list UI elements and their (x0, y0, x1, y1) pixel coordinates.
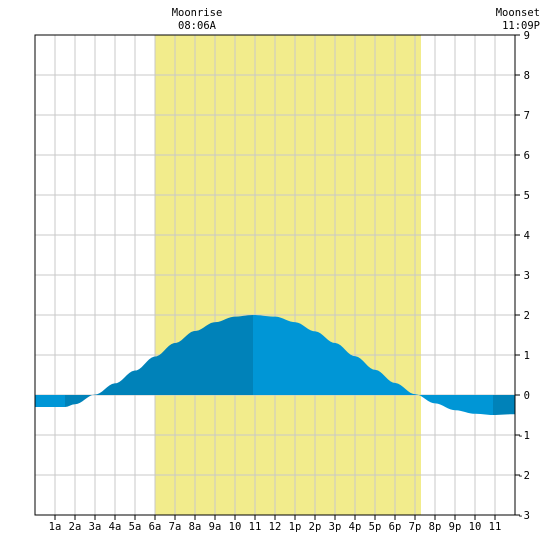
tide-area-falling (35, 395, 65, 407)
x-tick-label: 2p (309, 521, 322, 533)
x-tick-label: 7p (409, 521, 422, 533)
x-tick-label: 2a (69, 521, 82, 533)
y-tick-label: 9 (524, 30, 530, 42)
x-tick-label: 11 (249, 521, 262, 533)
x-tick-label: 6a (149, 521, 162, 533)
x-tick-label: 1p (289, 521, 302, 533)
y-tick-label: 5 (524, 190, 530, 202)
x-tick-label: 4a (109, 521, 122, 533)
x-tick-label: 12 (269, 521, 282, 533)
tide-area-rising (65, 315, 253, 407)
moonset-label: Moonset (496, 7, 540, 19)
x-tick-label: 8a (189, 521, 202, 533)
x-tick-label: 3p (329, 521, 342, 533)
x-tick-label: 5a (129, 521, 142, 533)
y-tick-label: 1 (524, 350, 530, 362)
y-tick-label: 8 (524, 70, 530, 82)
y-tick-label: -2 (517, 470, 530, 482)
moonrise-time: 08:06A (178, 20, 217, 32)
x-tick-label: 5p (369, 521, 382, 533)
x-tick-label: 9a (209, 521, 222, 533)
x-tick-label: 6p (389, 521, 402, 533)
x-tick-label: 11 (489, 521, 502, 533)
moonset-time: 11:09P (502, 20, 540, 32)
y-tick-label: 7 (524, 110, 530, 122)
x-tick-label: 8p (429, 521, 442, 533)
y-tick-label: 2 (524, 310, 530, 322)
y-tick-label: 3 (524, 270, 530, 282)
y-tick-label: 0 (524, 390, 530, 402)
moonrise-label: Moonrise (172, 7, 223, 19)
x-tick-label: 3a (89, 521, 102, 533)
y-tick-label: 6 (524, 150, 530, 162)
x-tick-label: 10 (469, 521, 482, 533)
x-tick-label: 7a (169, 521, 182, 533)
x-tick-label: 1a (49, 521, 62, 533)
tide-area-falling (253, 315, 493, 415)
y-tick-label: 4 (524, 230, 530, 242)
tide-area-rising (493, 395, 515, 415)
y-tick-label: -1 (517, 430, 530, 442)
y-tick-label: -3 (517, 510, 530, 522)
x-tick-label: 4p (349, 521, 362, 533)
x-tick-label: 9p (449, 521, 462, 533)
x-tick-label: 10 (229, 521, 242, 533)
